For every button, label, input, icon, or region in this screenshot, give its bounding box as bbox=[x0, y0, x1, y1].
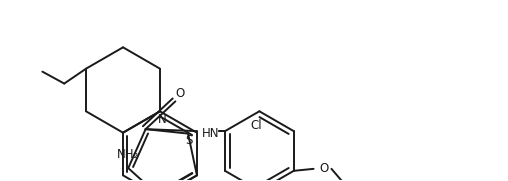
Text: N: N bbox=[157, 113, 166, 126]
Text: O: O bbox=[176, 87, 185, 100]
Text: HN: HN bbox=[202, 127, 220, 140]
Text: O: O bbox=[319, 162, 328, 175]
Text: NH₂: NH₂ bbox=[117, 148, 139, 161]
Text: S: S bbox=[185, 134, 193, 147]
Text: Cl: Cl bbox=[250, 119, 262, 132]
